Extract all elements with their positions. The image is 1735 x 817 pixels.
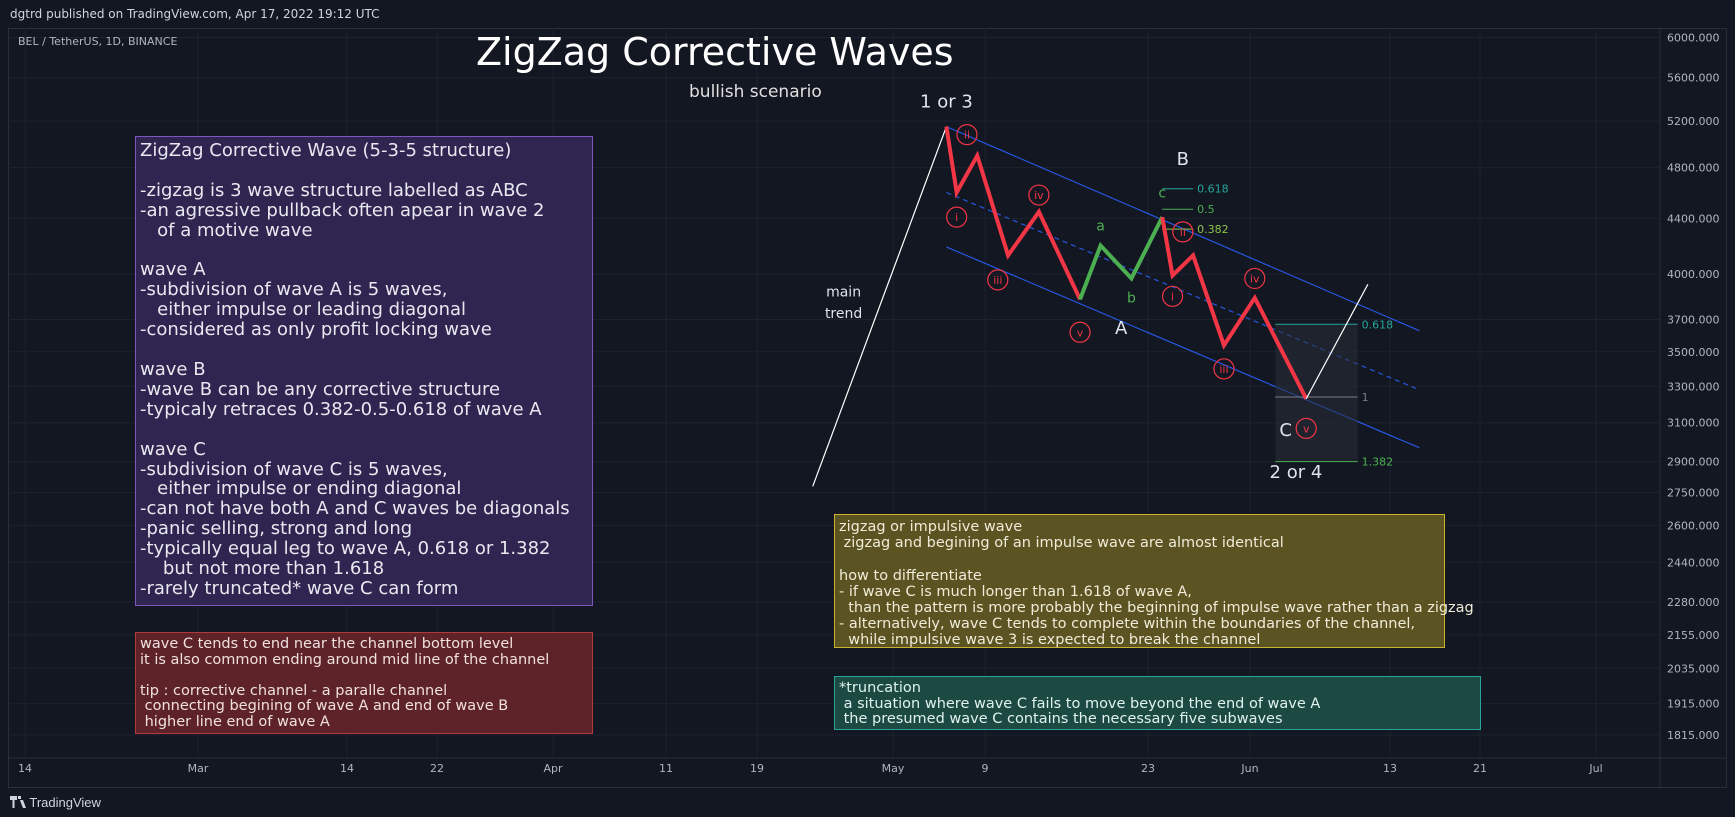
sub-wave-label: v [1303,422,1310,435]
price-tick-label: 5600.000 [1667,72,1720,85]
brand-name: TradingView [29,795,101,810]
wave-label: 1 or 3 [920,92,973,113]
impulse-compare-box[interactable]: zigzag or impulsive wave zigzag and begi… [834,514,1474,648]
sub-wave-marker[interactable] [1028,184,1050,206]
sub-wave-marker[interactable] [1213,358,1235,380]
sub-wave-marker[interactable] [946,206,968,228]
time-tick-label: 9 [982,762,989,775]
sub-wave-label: iv [1250,272,1260,285]
sub-wave-label: iv [1034,189,1044,202]
time-tick-label: 23 [1141,762,1155,775]
channel-upper-line[interactable] [946,126,1420,332]
time-tick-label: 14 [340,762,354,775]
wave-label: main [826,284,861,300]
price-tick-label: 2280.000 [1667,596,1720,609]
wave-label: A [1115,318,1128,339]
fib-level-label: 0.618 [1197,183,1229,196]
sub-wave-marker[interactable] [1295,417,1317,439]
price-tick-label: 3700.000 [1667,314,1720,327]
price-tick-label: 3300.000 [1667,380,1720,393]
series-wave-b[interactable] [1078,216,1165,301]
price-tick-label: 2440.000 [1667,556,1720,569]
time-tick-label: May [882,762,905,775]
series-projection[interactable] [1305,284,1369,400]
sub-wave-label: ii [964,129,970,142]
time-tick-label: 11 [659,762,673,775]
price-tick-label: 5200.000 [1667,115,1720,128]
chart-frame [8,28,1727,788]
price-tick-label: 4800.000 [1667,162,1720,175]
price-tick-label: 2900.000 [1667,456,1720,469]
price-tick-label: 2155.000 [1667,629,1720,642]
price-tick-label: 6000.000 [1667,32,1720,45]
channel-tip-box[interactable]: wave C tends to end near the channel bot… [135,632,593,734]
time-tick-label: 19 [750,762,764,775]
truncation-box[interactable]: *truncation a situation where wave C fai… [834,676,1481,730]
time-tick-label: 14 [18,762,32,775]
wave-label: c [1158,186,1166,202]
time-tick-label: 22 [430,762,444,775]
series-wave-a[interactable] [944,126,1082,301]
time-tick-label: Jun [1240,762,1258,775]
sub-wave-label: iii [1219,363,1228,376]
price-tick-label: 2600.000 [1667,519,1720,532]
time-tick-label: 13 [1383,762,1397,775]
time-tick-label: Jul [1588,762,1602,775]
published-text: dgtrd published on TradingView.com, Apr … [10,7,380,21]
price-tick-label: 2750.000 [1667,487,1720,500]
sub-wave-marker[interactable] [956,123,978,146]
sub-wave-label: i [955,211,958,224]
publish-bar: dgtrd published on TradingView.com, Apr … [0,0,1735,28]
symbol-label[interactable]: BEL / TetherUS, 1D, BINANCE [18,35,178,48]
fib-extension-zone [1275,324,1358,462]
sub-wave-label: ii [1180,226,1186,239]
price-tick-label: 2035.000 [1667,662,1720,675]
sub-wave-marker[interactable] [987,269,1009,291]
fib-level-label: 0.618 [1362,318,1394,331]
price-tick-label: 1915.000 [1667,698,1720,711]
fib-level-label: 1 [1362,391,1369,404]
sub-wave-marker[interactable] [1244,267,1266,290]
time-tick-label: Mar [188,762,209,775]
wave-label: a [1096,218,1105,234]
series-wave-c[interactable] [1160,216,1308,400]
sub-wave-label: iii [993,274,1002,287]
sub-wave-marker[interactable] [1069,321,1091,343]
fib-level-label: 0.382 [1197,223,1229,236]
wave-label: b [1127,290,1136,306]
chart-title: ZigZag Corrective Waves [476,30,954,74]
brand-logo[interactable]: TradingView [10,795,101,810]
wave-label: B [1177,149,1189,170]
sub-wave-marker[interactable] [1172,221,1194,243]
price-tick-label: 1815.000 [1667,729,1720,742]
series-main-trend[interactable] [812,126,947,487]
zigzag-notes-box[interactable]: ZigZag Corrective Wave (5-3-5 structure)… [135,136,593,606]
price-tick-label: 3100.000 [1667,417,1720,430]
time-tick-label: Apr [543,762,563,775]
time-tick-label: 21 [1473,762,1487,775]
sub-wave-label: i [1171,290,1174,303]
wave-label: 2 or 4 [1270,462,1323,483]
tradingview-logo-icon [10,796,26,808]
fib-level-label: 1.382 [1362,456,1394,469]
price-tick-label: 4400.000 [1667,212,1720,225]
wave-label: trend [825,306,862,322]
chart-subtitle: bullish scenario [689,82,822,102]
price-tick-label: 4000.000 [1667,268,1720,281]
sub-wave-label: v [1077,326,1084,339]
fib-level-label: 0.5 [1197,203,1215,216]
price-tick-label: 3500.000 [1667,346,1720,359]
sub-wave-marker[interactable] [1161,285,1184,307]
wave-label: C [1279,420,1292,441]
